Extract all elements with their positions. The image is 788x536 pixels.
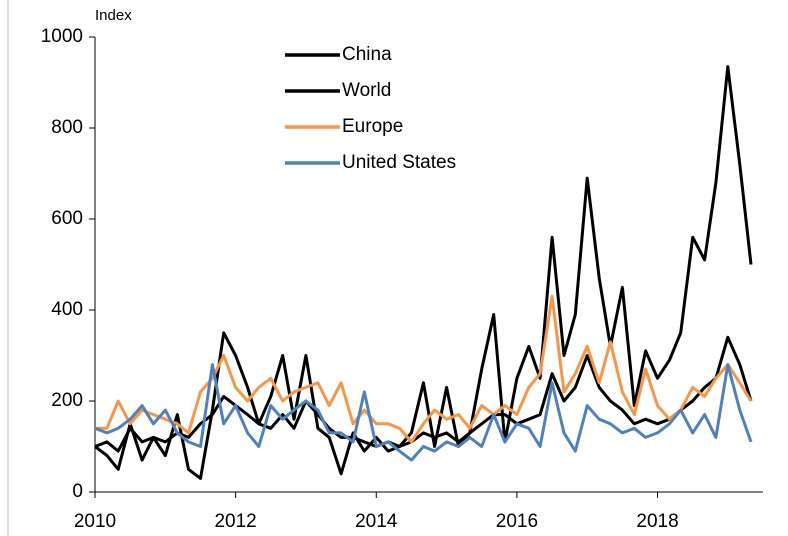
x-tick-label: 2010 xyxy=(74,511,116,532)
legend-label: Europe xyxy=(342,116,403,137)
y-tick-label: 1000 xyxy=(41,26,83,47)
series-line xyxy=(94,65,753,480)
x-tick-label: 2018 xyxy=(636,511,678,532)
x-tick-label: 2014 xyxy=(355,511,398,532)
y-tick-label: 600 xyxy=(51,208,83,229)
y-tick-label: 200 xyxy=(51,390,83,411)
y-tick-label: 0 xyxy=(72,481,83,502)
legend-label: World xyxy=(342,80,391,101)
y-axis-label: Index xyxy=(95,7,132,24)
series-line xyxy=(95,294,753,444)
series-line xyxy=(94,363,753,462)
legend-label: China xyxy=(342,44,392,65)
y-tick-label: 800 xyxy=(51,117,83,138)
legend-label: United States xyxy=(342,152,456,173)
x-tick-label: 2012 xyxy=(214,511,256,532)
y-tick-label: 400 xyxy=(51,299,83,320)
x-tick-label: 2016 xyxy=(496,511,538,532)
